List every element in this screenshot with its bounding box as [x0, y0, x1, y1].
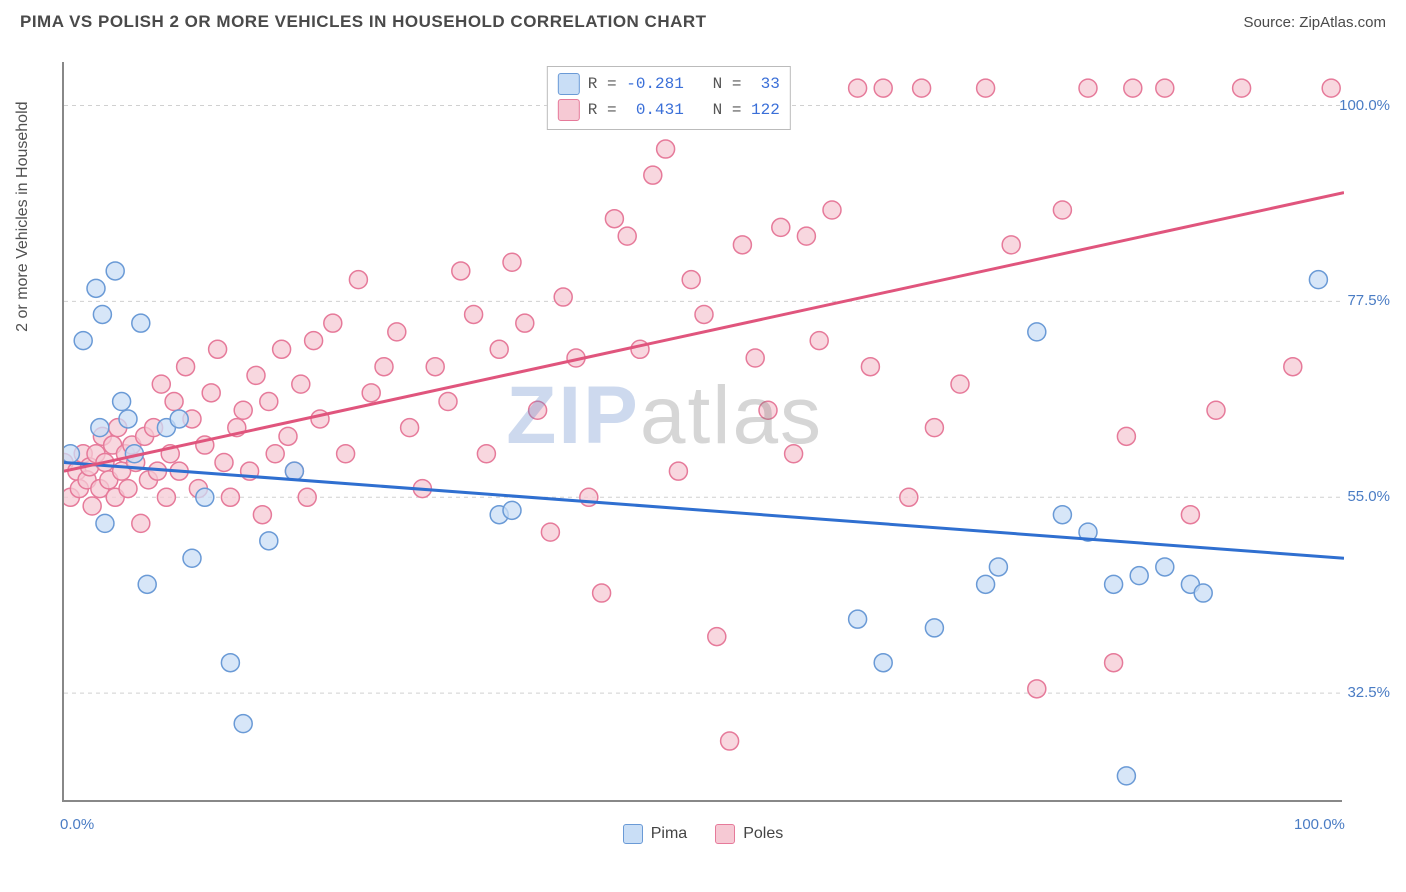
legend-swatch: [623, 824, 643, 844]
y-tick-label: 55.0%: [1347, 488, 1390, 505]
legend-swatch: [715, 824, 735, 844]
y-tick-label: 32.5%: [1347, 684, 1390, 701]
plot-area: ZIPatlas R = -0.281 N = 33R = 0.431 N = …: [62, 62, 1342, 802]
chart-title: PIMA VS POLISH 2 OR MORE VEHICLES IN HOU…: [20, 12, 707, 32]
chart-container: 2 or more Vehicles in Household ZIPatlas…: [20, 44, 1386, 850]
y-tick-label: 100.0%: [1339, 97, 1390, 114]
y-axis-label: 2 or more Vehicles in Household: [14, 101, 32, 331]
corr-text: R = -0.281 N = 33: [588, 75, 780, 93]
y-tick-label: 77.5%: [1347, 292, 1390, 309]
chart-source: Source: ZipAtlas.com: [1243, 14, 1386, 31]
correlation-box: R = -0.281 N = 33 R = 0.431 N = 122: [547, 66, 791, 130]
corr-row: R = 0.431 N = 122: [558, 97, 780, 123]
chart-header: PIMA VS POLISH 2 OR MORE VEHICLES IN HOU…: [0, 0, 1406, 40]
corr-text: R = 0.431 N = 122: [588, 101, 780, 119]
corr-row: R = -0.281 N = 33: [558, 71, 780, 97]
corr-swatch: [558, 73, 580, 95]
corr-swatch: [558, 99, 580, 121]
legend-item: Pima: [623, 824, 687, 844]
legend-label: Poles: [743, 825, 783, 843]
legend-item: Poles: [715, 824, 783, 844]
legend-label: Pima: [651, 825, 687, 843]
scatter-svg: [64, 62, 1344, 802]
bottom-legend: Pima Poles: [20, 824, 1386, 844]
